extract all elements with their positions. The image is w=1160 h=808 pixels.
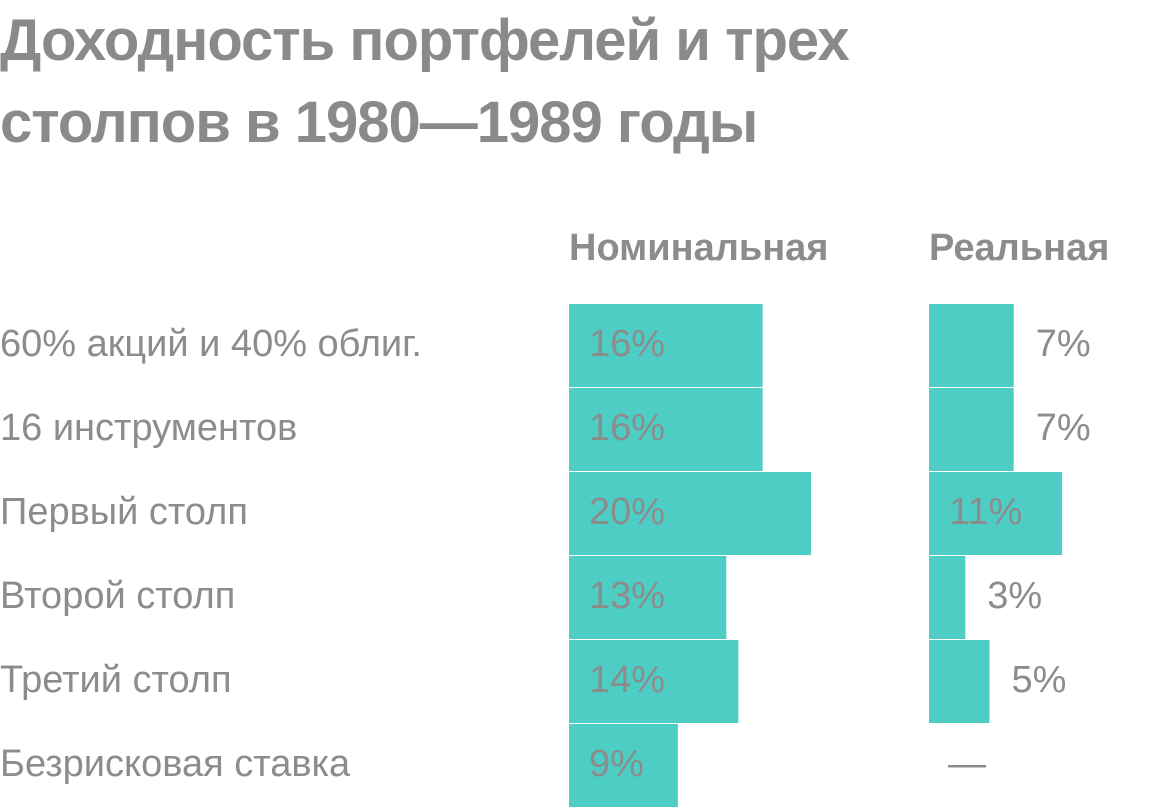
value-label: 16% bbox=[589, 407, 665, 449]
category-label: 60% акций и 40% облиг. bbox=[0, 323, 422, 365]
value-label: 14% bbox=[589, 659, 665, 701]
series-header: Номинальная bbox=[569, 227, 828, 269]
bar bbox=[569, 640, 739, 723]
bar bbox=[929, 304, 1014, 387]
category-label: Безрисковая ставка bbox=[0, 743, 351, 785]
value-label: 13% bbox=[589, 575, 665, 617]
series-header: Реальная bbox=[929, 227, 1109, 269]
bar bbox=[929, 640, 990, 723]
value-label: 5% bbox=[1012, 659, 1067, 701]
bar bbox=[569, 556, 727, 639]
category-label: Второй столп bbox=[0, 575, 235, 617]
category-label: Третий столп bbox=[0, 659, 232, 701]
category-label: Первый столп bbox=[0, 491, 248, 533]
bar bbox=[569, 472, 811, 555]
bar bbox=[569, 304, 763, 387]
value-label: — bbox=[948, 743, 986, 785]
bar bbox=[569, 724, 678, 807]
bar bbox=[929, 556, 966, 639]
value-label: 20% bbox=[589, 491, 665, 533]
value-label: 3% bbox=[987, 575, 1042, 617]
value-label: 7% bbox=[1036, 323, 1091, 365]
value-label: 7% bbox=[1036, 407, 1091, 449]
bar bbox=[929, 472, 1063, 555]
value-label: 16% bbox=[589, 323, 665, 365]
bar bbox=[569, 388, 763, 471]
category-label: 16 инструментов bbox=[0, 407, 297, 449]
bar bbox=[929, 388, 1014, 471]
value-label: 9% bbox=[589, 743, 644, 785]
value-label: 11% bbox=[949, 491, 1022, 533]
chart-title: Доходность портфелей и трех столпов в 19… bbox=[0, 8, 850, 155]
